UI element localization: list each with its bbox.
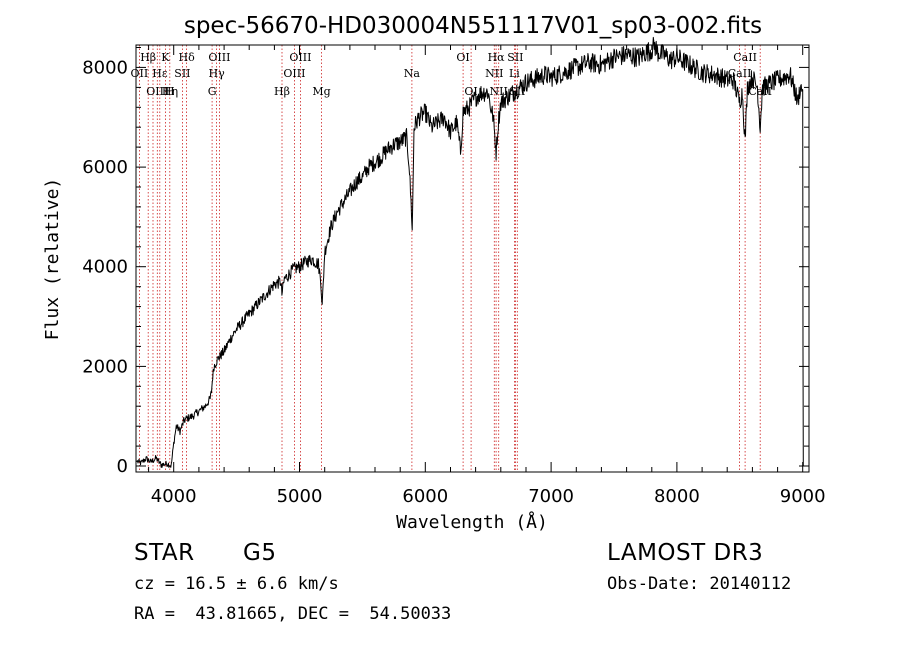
line-label-23: NII <box>490 85 508 98</box>
line-label-1: OII <box>131 67 149 80</box>
line-label-16: Na <box>404 67 421 80</box>
spectral-line-labels: Hβ OII OIII Hε K HηH SII Hδ OIII Hγ G Hβ OIII OIII Mg N… <box>131 51 772 98</box>
series-layer <box>135 36 804 468</box>
line-label-2: OIII <box>146 85 168 98</box>
y-axis-ticks: 0 2000 4000 6000 8000 <box>82 47 809 477</box>
x-tick-label-5000: 5000 <box>277 486 323 507</box>
chart-title: spec-56670-HD030004N551117V01_sp03-002.f… <box>184 13 762 39</box>
spectral-line-markers <box>138 45 761 472</box>
line-label-15: Mg <box>312 85 330 98</box>
line-label-12: Hβ <box>274 85 290 98</box>
x-tick-label-8000: 8000 <box>654 486 700 507</box>
survey-name: LAMOST DR3 <box>607 540 764 566</box>
line-label-0: Hβ <box>140 51 156 64</box>
object-class: STAR <box>134 540 195 566</box>
obs-date-text: Obs-Date: 20140112 <box>607 574 792 594</box>
line-label-17: OI <box>456 51 469 64</box>
line-label-21: NII <box>485 67 503 80</box>
line-label-20: SII <box>507 51 523 64</box>
line-label-4: K <box>161 51 170 64</box>
object-subclass: G5 <box>243 540 277 566</box>
line-label-8: Hδ <box>178 51 195 64</box>
line-label-10: Hγ <box>209 67 226 80</box>
y-tick-label-4000: 4000 <box>82 257 128 278</box>
y-tick-label-8000: 8000 <box>82 57 128 78</box>
line-label-19: Hα <box>488 51 506 64</box>
coordinates-text: RA = 43.81665, DEC = 54.50033 <box>134 604 452 624</box>
line-label-13: OIII <box>289 51 311 64</box>
y-tick-label-2000: 2000 <box>82 356 128 377</box>
series-line-spectrum <box>135 36 804 468</box>
x-tick-label-6000: 6000 <box>402 486 448 507</box>
line-label-6: H <box>165 85 175 98</box>
x-axis-ticks: 4000 5000 6000 7000 8000 9000 <box>148 45 826 507</box>
x-tick-label-9000: 9000 <box>780 486 826 507</box>
redshift-text: cz = 16.5 ± 6.6 km/s <box>134 574 339 594</box>
line-label-5: Hη <box>162 85 178 98</box>
line-label-3: Hε <box>152 67 168 80</box>
line-label-25: CaII <box>733 51 757 64</box>
line-label-11: G <box>208 85 217 98</box>
line-label-9: OIII <box>208 51 230 64</box>
line-label-22: Li <box>509 67 520 80</box>
x-tick-label-7000: 7000 <box>528 486 574 507</box>
line-label-7: SII <box>174 67 190 80</box>
line-label-14: OIII <box>283 67 305 80</box>
plot-frame <box>135 44 810 473</box>
x-tick-label-4000: 4000 <box>151 486 197 507</box>
y-tick-label-6000: 6000 <box>82 157 128 178</box>
y-axis-label: Flux (relative) <box>42 178 63 341</box>
x-axis-label: Wavelength (Å) <box>396 511 548 533</box>
y-tick-label-0: 0 <box>117 456 128 477</box>
